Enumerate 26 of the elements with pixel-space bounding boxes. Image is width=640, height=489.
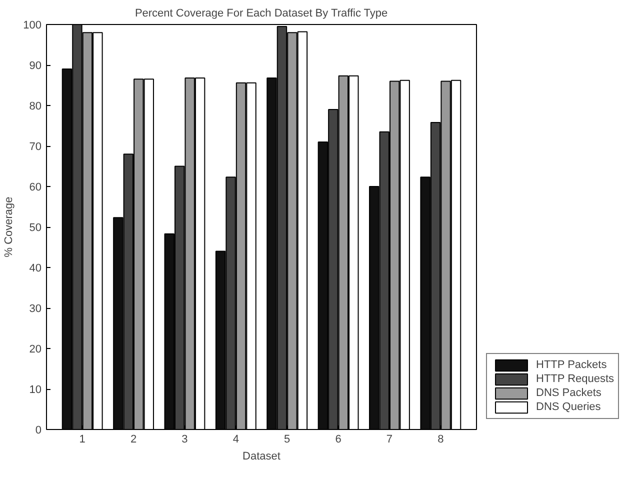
- y-tick-label: 0: [35, 424, 42, 436]
- y-tick-label: 30: [29, 303, 42, 315]
- chart-title: Percent Coverage For Each Dataset By Traffic Type: [134, 8, 388, 20]
- x-tick-label: 4: [232, 434, 239, 446]
- y-tick-label: 80: [29, 100, 42, 112]
- y-tick-label: 90: [29, 60, 42, 72]
- y-tick-label: 40: [29, 262, 42, 274]
- legend-label: DNS Queries: [536, 401, 601, 413]
- y-tick-label: 10: [29, 384, 42, 396]
- x-tick-label: 5: [284, 434, 290, 446]
- x-tick-label: 1: [79, 434, 86, 446]
- x-tick-label: 2: [130, 434, 137, 446]
- legend-label: HTTP Packets: [536, 359, 607, 371]
- y-tick-label: 20: [29, 344, 42, 356]
- y-tick-label: 60: [29, 182, 42, 194]
- x-tick-label: 6: [335, 434, 342, 446]
- legend-label: DNS Packets: [536, 387, 602, 399]
- y-tick-label: 50: [29, 222, 42, 234]
- x-tick-label: 8: [438, 434, 444, 446]
- x-tick-label: 7: [386, 434, 393, 446]
- y-axis-title: % Coverage: [3, 196, 16, 258]
- y-tick-label: 70: [29, 141, 42, 153]
- x-axis-title: Dataset: [242, 450, 280, 462]
- y-tick-label: 100: [23, 20, 42, 32]
- legend-label: HTTP Requests: [536, 373, 614, 385]
- x-tick-label: 3: [182, 434, 188, 446]
